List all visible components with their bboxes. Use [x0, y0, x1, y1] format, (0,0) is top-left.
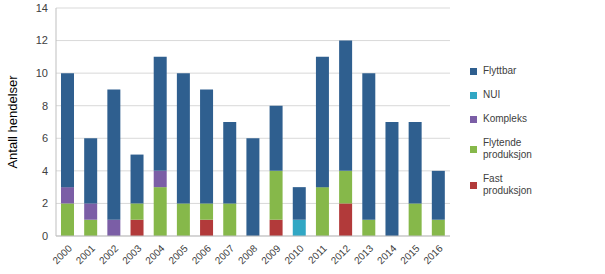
- svg-text:2012: 2012: [329, 242, 353, 266]
- svg-text:2001: 2001: [74, 242, 98, 266]
- svg-text:2007: 2007: [213, 242, 237, 266]
- svg-text:2011: 2011: [306, 242, 329, 265]
- html-text:Fast produksjon: Fast produksjon: [483, 173, 532, 196]
- svg-text:2004: 2004: [143, 242, 167, 266]
- html-text:Kompleks: Kompleks: [483, 113, 527, 124]
- svg-text:2005: 2005: [166, 242, 190, 266]
- svg-text:2016: 2016: [421, 242, 445, 266]
- svg-text:6: 6: [42, 132, 48, 144]
- svg-text:2002: 2002: [97, 242, 121, 266]
- svg-text:10: 10: [36, 67, 48, 79]
- svg-text:2009: 2009: [259, 242, 283, 266]
- html-text:NUI: NUI: [483, 89, 501, 100]
- svg-text:Antall hendelser: Antall hendelser: [8, 75, 20, 169]
- svg-text:2003: 2003: [120, 242, 144, 266]
- svg-text:2: 2: [42, 197, 48, 209]
- html-text:Flyttbar: Flyttbar: [483, 65, 517, 76]
- svg-text:2013: 2013: [352, 242, 376, 266]
- svg-text:2008: 2008: [236, 242, 260, 266]
- svg-text:12: 12: [36, 34, 48, 46]
- svg-text:2015: 2015: [398, 242, 422, 266]
- svg-text:2014: 2014: [375, 242, 399, 266]
- svg-text:4: 4: [42, 165, 48, 177]
- svg-text:8: 8: [42, 100, 48, 112]
- svg-text:2006: 2006: [190, 242, 214, 266]
- html-text:Flytende produksjon: Flytende produksjon: [483, 137, 532, 160]
- svg-text:2010: 2010: [282, 242, 306, 266]
- svg-text:14: 14: [36, 2, 48, 14]
- svg-text:2000: 2000: [51, 242, 75, 266]
- svg-text:0: 0: [42, 230, 48, 242]
